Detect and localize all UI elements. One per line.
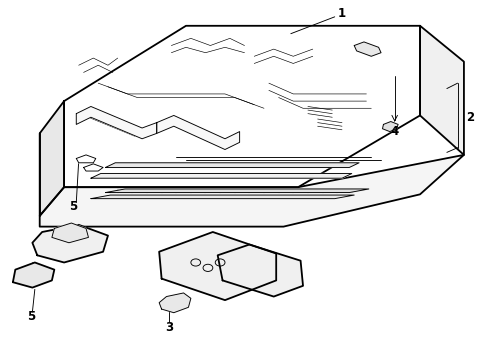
Polygon shape [40,101,64,216]
Text: 2: 2 [465,111,473,124]
Polygon shape [76,155,96,163]
Text: 3: 3 [164,321,173,334]
Text: 1: 1 [337,7,346,20]
Polygon shape [64,26,419,187]
Polygon shape [32,225,108,262]
Polygon shape [105,163,358,167]
Polygon shape [40,155,463,226]
Text: 5: 5 [27,310,36,324]
Polygon shape [105,189,368,193]
Polygon shape [52,223,88,243]
Text: 4: 4 [390,125,398,138]
Polygon shape [91,174,351,178]
Polygon shape [159,232,276,300]
Polygon shape [217,244,303,297]
Polygon shape [76,107,157,139]
Polygon shape [157,116,239,149]
Polygon shape [353,42,380,56]
Polygon shape [91,195,353,199]
Polygon shape [382,122,397,132]
Polygon shape [419,26,463,155]
Polygon shape [159,293,190,313]
Polygon shape [83,164,103,171]
Text: 5: 5 [69,201,77,213]
Polygon shape [13,262,54,288]
